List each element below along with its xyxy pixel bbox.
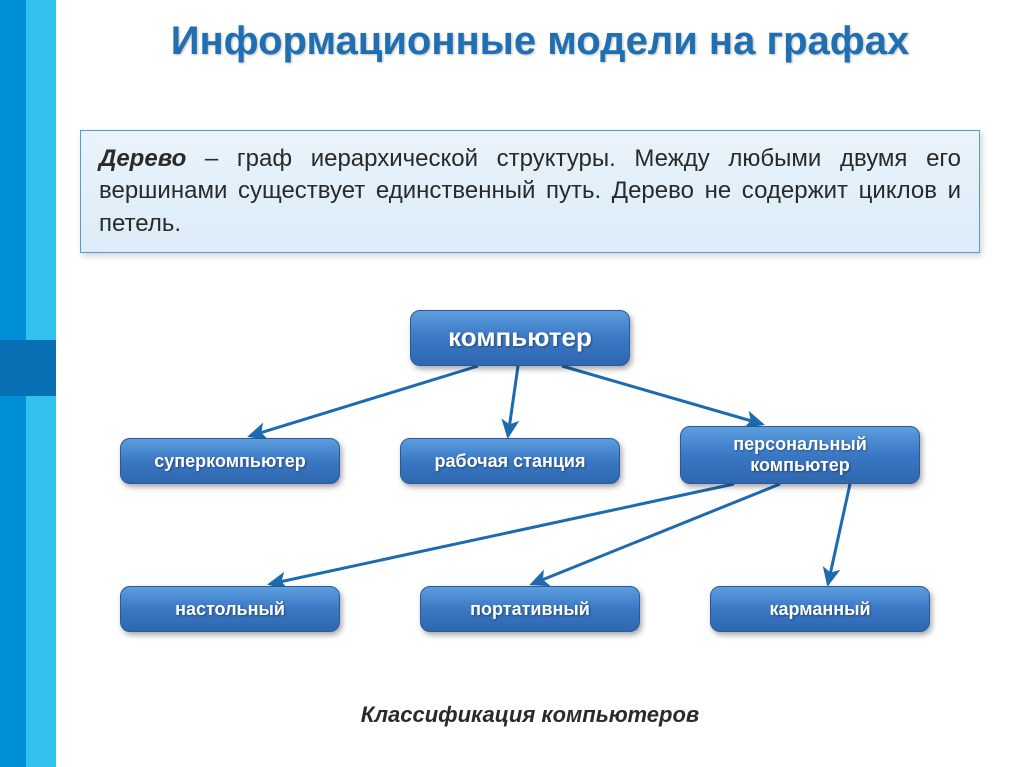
slide-title: Информационные модели на графах [80, 18, 1000, 64]
diagram-caption: Классификация компьютеров [80, 702, 980, 728]
tree-node-n4: настольный [120, 586, 340, 632]
stripe-square-1 [0, 340, 56, 396]
tree-node-n1: суперкомпьютер [120, 438, 340, 484]
definition-term: Дерево [99, 145, 186, 172]
definition-box: Дерево – граф иерархической структуры. М… [80, 130, 980, 253]
tree-node-n3: персональный компьютер [680, 426, 920, 484]
tree-node-n5: портативный [420, 586, 640, 632]
definition-text: – граф иерархической структуры. Между лю… [99, 145, 961, 237]
tree-node-root: компьютер [410, 310, 630, 366]
stripe-square-2 [0, 396, 26, 422]
decorative-left-stripe [0, 0, 56, 767]
tree-node-n6: карманный [710, 586, 930, 632]
tree-node-n2: рабочая станция [400, 438, 620, 484]
tree-diagram: компьютер суперкомпьютер рабочая станция пе… [80, 300, 980, 720]
